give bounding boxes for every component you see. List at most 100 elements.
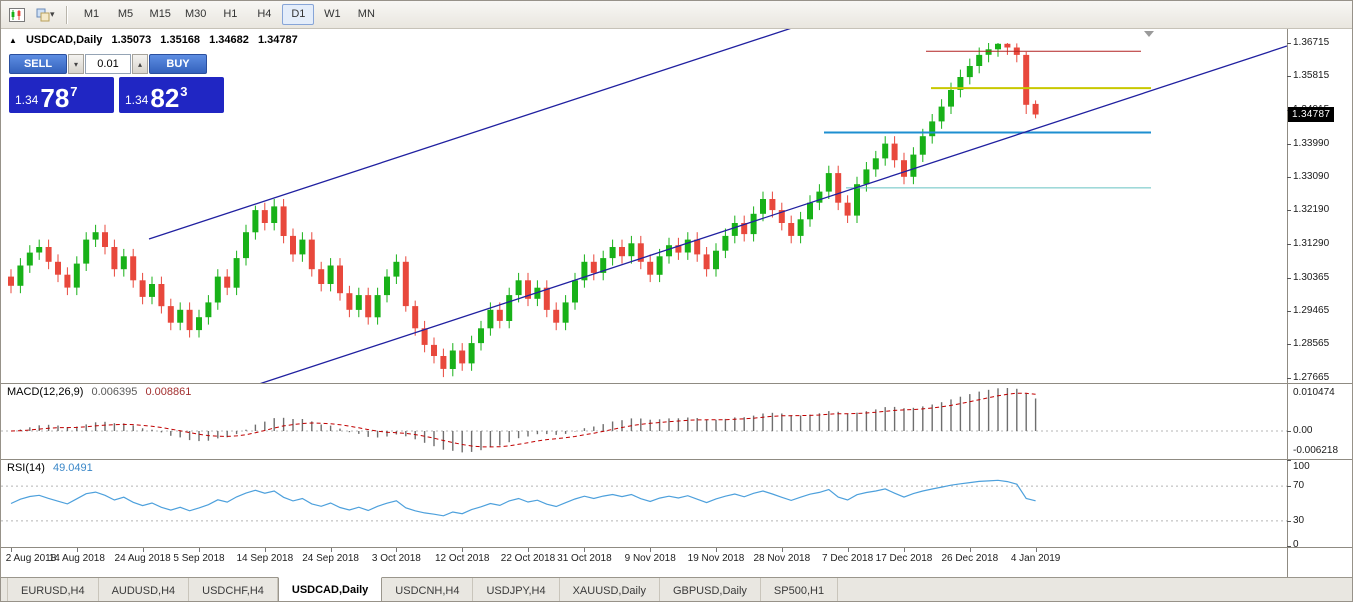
toolbar: ▾ M1 M5 M15 M30 H1 H4 D1 W1 MN	[1, 1, 1352, 29]
rsi-value: 49.0491	[52, 462, 93, 474]
time-axis-tick	[1035, 548, 1037, 552]
ask-big-digits: 82	[150, 83, 180, 113]
price-axis-tick	[1287, 243, 1291, 245]
rsi-name: RSI(14)	[7, 462, 45, 474]
bid-big-digits: 78	[40, 83, 70, 113]
chart-icon[interactable]	[5, 4, 29, 26]
price-axis-label: 1.30365	[1293, 271, 1330, 283]
time-axis-tick	[969, 548, 971, 552]
ask-prefix: 1.34	[125, 93, 149, 107]
tab-xauusd-daily[interactable]: XAUUSD,Daily	[560, 578, 660, 601]
tab-usdchf-h4[interactable]: USDCHF,H4	[189, 578, 278, 601]
tf-button-m1[interactable]: M1	[83, 8, 100, 20]
macd-signal-line	[10, 392, 1036, 448]
horizontal-levels-layer	[824, 50, 1151, 189]
tab-usdcad-daily[interactable]: USDCAD,Daily	[277, 577, 383, 601]
tab-eurusd-h4[interactable]: EURUSD,H4	[7, 578, 99, 601]
date-label: 14 Aug 2018	[48, 553, 105, 564]
price-axis-tick	[1287, 311, 1291, 313]
price-axis-tick	[1287, 177, 1291, 179]
date-label: 19 Nov 2018	[687, 553, 745, 564]
rsi-axis-tick	[1287, 486, 1291, 488]
bid-price-display[interactable]: 1.34 78 7	[9, 77, 114, 113]
macd-signal-value: 0.008861	[145, 386, 192, 398]
price-axis-separator	[1287, 29, 1288, 577]
time-axis-tick	[716, 548, 717, 552]
objects-icon-glyph	[36, 8, 50, 21]
volume-input[interactable]	[85, 54, 131, 74]
rsi-axis-label: 0	[1293, 539, 1299, 550]
tab-sp500-h1[interactable]: SP500,H1	[761, 578, 839, 601]
rsi-axis-tick	[1287, 546, 1291, 547]
channel-lower	[260, 45, 1287, 383]
time-axis-tick	[264, 548, 266, 552]
panel-separator-macd[interactable]	[1, 383, 1352, 384]
tab-usdjpy-h4[interactable]: USDJPY,H4	[473, 578, 560, 601]
rsi-axis-tick	[1287, 520, 1291, 522]
ohlc-low: 1.34682	[209, 34, 249, 46]
panel-separator-rsi[interactable]	[1, 459, 1352, 460]
tf-button-m5[interactable]: M5	[117, 8, 134, 20]
rsi-svg[interactable]	[1, 460, 1287, 547]
date-label: 7 Dec 2018	[822, 553, 874, 564]
tf-button-d1[interactable]: D1	[282, 4, 315, 25]
rsi-line	[10, 479, 1036, 517]
tf-button-w1[interactable]: W1	[324, 8, 341, 20]
tf-button-m30[interactable]: M30	[184, 8, 207, 20]
macd-axis-label: 0.00	[1293, 425, 1313, 436]
macd-axis-tick	[1287, 431, 1291, 432]
chart-icon-glyph	[9, 7, 25, 22]
macd-name: MACD(12,26,9)	[7, 386, 84, 398]
date-label: 9 Nov 2018	[624, 553, 676, 564]
price-axis-label: 1.27665	[1293, 371, 1330, 383]
trade-panel-toggle-icon[interactable]: ▲	[9, 36, 17, 45]
time-axis-tick	[584, 548, 586, 552]
price-axis-tick	[1287, 210, 1291, 212]
date-label: 31 Oct 2018	[557, 553, 612, 564]
tf-button-h1[interactable]: H1	[223, 8, 238, 20]
macd-label: MACD(12,26,9) 0.006395 0.008861	[7, 386, 191, 398]
tab-usdcnh-h4[interactable]: USDCNH,H4	[382, 578, 474, 601]
ohlc-high: 1.35168	[160, 34, 201, 46]
bid-pip-digit: 7	[70, 84, 78, 99]
time-axis-separator	[1, 547, 1352, 548]
current-price-tag: 1.34787	[1288, 107, 1335, 123]
tab-audusd-h4[interactable]: AUDUSD,H4	[99, 578, 190, 601]
macd-axis-label: -0.006218	[1293, 445, 1339, 456]
ohlc-open: 1.35073	[111, 34, 152, 46]
macd-svg[interactable]	[1, 384, 1287, 459]
volume-decrease-button[interactable]: ▾	[68, 54, 84, 74]
tf-button-m15[interactable]: M15	[149, 8, 171, 20]
macd-histogram	[19, 388, 1037, 453]
time-axis-tick	[142, 548, 144, 552]
time-axis-tick	[781, 548, 783, 552]
price-axis-label: 1.32190	[1293, 204, 1330, 216]
time-axis-tick	[396, 548, 398, 552]
time-axis-tick	[11, 548, 12, 552]
price-axis-tick	[1287, 377, 1291, 379]
tab-gbpusd-daily[interactable]: GBPUSD,Daily	[660, 578, 761, 601]
date-label: 26 Dec 2018	[941, 553, 999, 564]
price-axis-tick	[1287, 43, 1291, 45]
tf-button-mn[interactable]: MN	[357, 8, 375, 20]
buy-button[interactable]: BUY	[149, 54, 207, 74]
time-axis-tick	[462, 548, 464, 552]
objects-icon[interactable]: ▾	[32, 4, 59, 26]
channel-lines-layer	[148, 29, 1287, 383]
quote-row: 1.34 78 7 1.34 82 3	[9, 77, 224, 113]
chart-title: ▲ USDCAD,Daily 1.35073 1.35168 1.34682 1…	[9, 34, 298, 46]
date-label: 4 Jan 2019	[1010, 553, 1061, 564]
date-label: 24 Sep 2018	[302, 553, 359, 564]
volume-increase-button[interactable]: ▴	[132, 54, 148, 74]
chart-shift-marker[interactable]	[1144, 31, 1154, 37]
dropdown-caret-icon: ▾	[50, 9, 55, 19]
rsi-label: RSI(14) 49.0491	[7, 462, 93, 474]
time-axis-tick	[904, 548, 905, 552]
date-label: 22 Oct 2018	[500, 553, 556, 564]
rsi-axis-tick	[1287, 460, 1291, 461]
ask-price-display[interactable]: 1.34 82 3	[119, 77, 224, 113]
bid-prefix: 1.34	[15, 93, 39, 107]
tf-button-h4[interactable]: H4	[257, 8, 272, 20]
sell-button[interactable]: SELL	[9, 54, 67, 74]
